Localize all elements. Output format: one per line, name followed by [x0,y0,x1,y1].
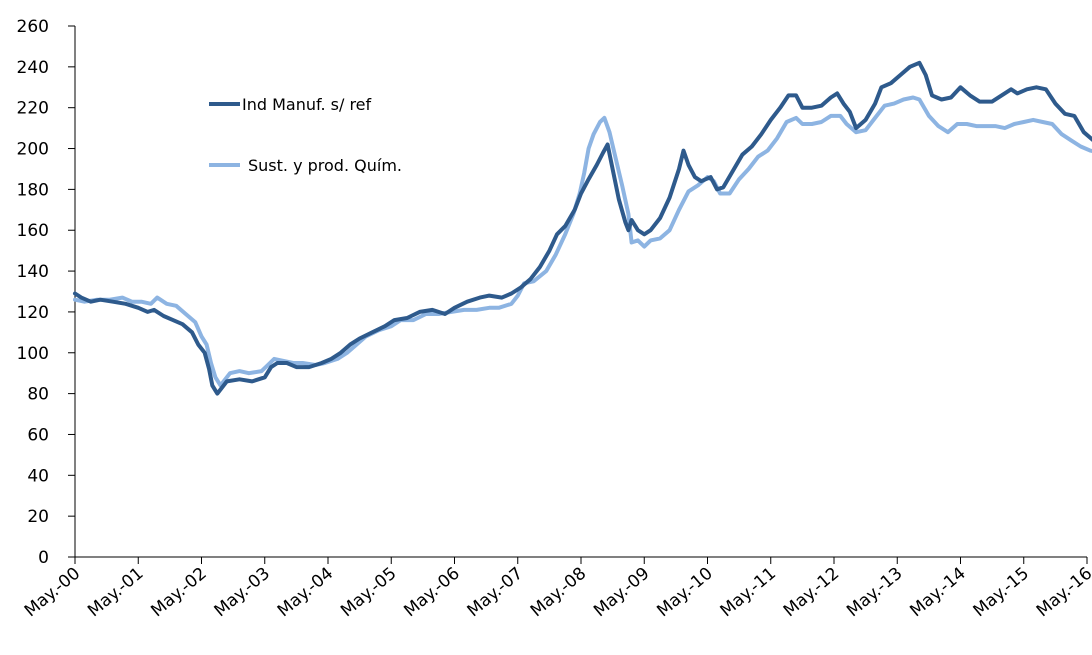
y-tick-label: 220 [17,99,49,119]
y-tick-label: 100 [17,344,49,364]
y-tick-label: 200 [17,140,49,160]
x-tick-label: May.-14 [906,564,969,622]
legend-label-2: Sust. y prod. Quím. [248,156,402,175]
series-line-2 [73,95,1092,388]
y-tick-label: 160 [17,221,49,241]
x-tick-label: May.-07 [464,564,527,622]
y-tick-label: 20 [27,507,49,527]
y-tick-label: 60 [27,425,49,445]
x-tick-label: May.-10 [653,564,716,622]
x-tick-label: May.-03 [211,564,274,622]
x-tick-label: May.-01 [84,564,147,622]
legend: Ind Manuf. s/ ref Sust. y prod. Quím. [209,95,402,175]
y-tick-label: 140 [17,262,49,282]
x-tick-label: May.-09 [590,564,653,622]
x-tick-label: May.-16 [1033,564,1092,622]
y-tick-label: 80 [27,385,49,405]
y-axis: 0 20 40 60 80 100 120 140 160 180 200 220 240 260 [17,17,76,568]
x-tick-label: May.-13 [843,564,906,622]
x-tick-label: May.-11 [717,564,780,622]
y-tick-label: 40 [27,466,49,486]
legend-label-1: Ind Manuf. s/ ref [242,95,372,114]
y-tick-label: 240 [17,58,49,78]
x-tick-label: May.-08 [527,564,590,622]
x-tick-label: May.-15 [970,564,1033,622]
y-tick-label: 120 [17,303,49,323]
x-axis: May.-00 May.-01 May.-02 May.-03 May.-04 May.-… [21,556,1092,622]
x-tick-label: May.-02 [147,564,210,622]
y-tick-label: 260 [17,17,49,37]
y-tick-label: 0 [38,548,49,568]
x-tick-label: May.-05 [337,564,400,622]
series-layer [73,60,1092,396]
y-tick-label: 180 [17,180,49,200]
x-tick-label: May.-04 [274,564,337,622]
x-tick-label: May.-12 [780,564,843,622]
x-tick-label: May.-00 [21,564,84,622]
series-line-1 [73,60,1092,396]
x-tick-label: May.-06 [400,564,463,622]
